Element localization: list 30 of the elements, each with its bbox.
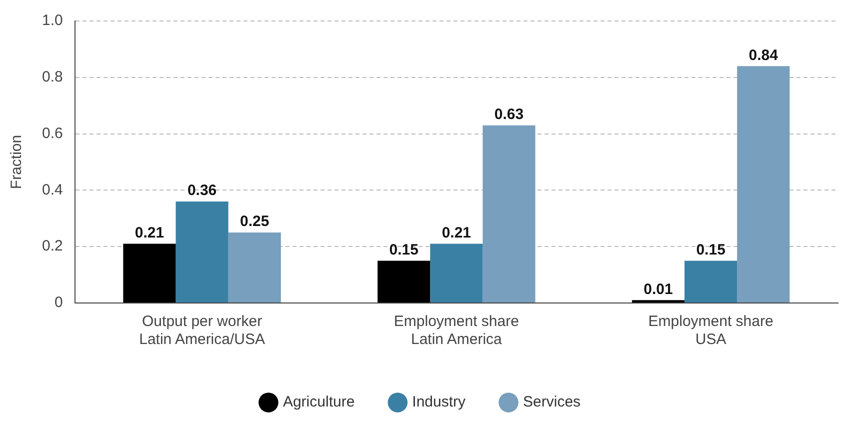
y-tick-label: 1.0 xyxy=(42,12,63,30)
bar xyxy=(684,260,738,302)
y-tick-label: 0.4 xyxy=(42,181,63,198)
data-label: 0.21 xyxy=(442,224,472,242)
data-label: 0.15 xyxy=(696,241,726,258)
data-label: 0.15 xyxy=(389,241,418,258)
y-tick-label: 0.2 xyxy=(42,238,63,255)
data-label: 0.25 xyxy=(240,213,270,230)
bar xyxy=(176,201,228,302)
legend-label: Agriculture xyxy=(282,394,355,411)
x-tick-label: Employment share Latin America xyxy=(394,313,519,348)
bar xyxy=(123,244,176,302)
data-label: 0.36 xyxy=(187,182,217,200)
data-label: 0.21 xyxy=(134,224,164,242)
x-tick-label: Employment share USA xyxy=(648,313,774,348)
y-tick-label: 0 xyxy=(54,294,63,312)
legend-label: Services xyxy=(523,394,581,411)
data-label: 0.01 xyxy=(644,280,673,298)
bar xyxy=(378,260,430,302)
bar xyxy=(482,125,536,302)
y-tick-label: 0.6 xyxy=(42,124,63,142)
x-tick-label: Output per worker Latin America/USA xyxy=(139,313,265,348)
data-label: 0.84 xyxy=(748,46,779,64)
bar xyxy=(737,66,790,302)
legend-label: Industry xyxy=(412,394,466,411)
data-label: 0.63 xyxy=(494,106,524,123)
bar xyxy=(228,232,281,302)
bar xyxy=(430,244,483,302)
y-axis-title: Fraction xyxy=(8,134,26,190)
y-tick-label: 0.8 xyxy=(42,68,63,86)
